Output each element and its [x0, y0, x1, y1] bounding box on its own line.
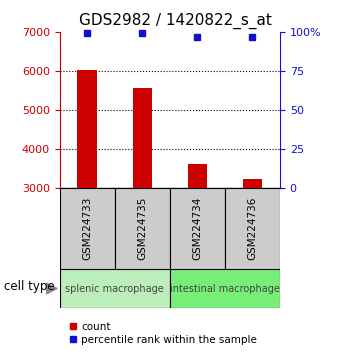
- Bar: [60, 188, 115, 269]
- Text: GSM224736: GSM224736: [247, 196, 258, 260]
- Bar: [243, 179, 262, 188]
- Bar: [170, 269, 280, 308]
- Text: intestinal macrophage: intestinal macrophage: [170, 284, 280, 293]
- Bar: [225, 188, 280, 269]
- Legend: count, percentile rank within the sample: count, percentile rank within the sample: [65, 317, 261, 349]
- Bar: [60, 269, 170, 308]
- Text: GSM224733: GSM224733: [82, 196, 92, 260]
- Bar: [188, 164, 207, 188]
- Bar: [115, 188, 170, 269]
- Text: splenic macrophage: splenic macrophage: [65, 284, 164, 293]
- Bar: [133, 88, 152, 188]
- Text: GSM224734: GSM224734: [192, 196, 202, 260]
- Text: GDS2982 / 1420822_s_at: GDS2982 / 1420822_s_at: [78, 12, 272, 29]
- Bar: [77, 70, 97, 188]
- Text: cell type: cell type: [4, 280, 54, 293]
- Polygon shape: [46, 283, 57, 294]
- Text: GSM224735: GSM224735: [137, 196, 147, 260]
- Bar: [170, 188, 225, 269]
